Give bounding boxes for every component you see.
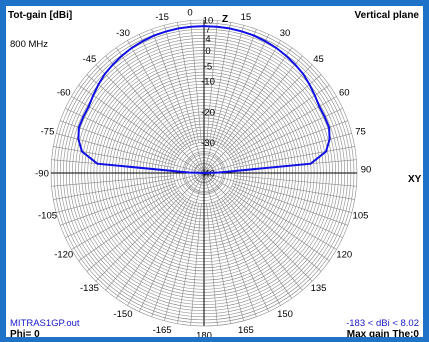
angle-tick-label: -120 xyxy=(54,250,73,261)
max-gain-label: Max gain The:0 xyxy=(347,329,420,337)
radial-tick-label: 0 xyxy=(205,46,210,57)
gain-pattern-point xyxy=(325,150,327,153)
gain-pattern-point xyxy=(294,63,296,66)
gain-pattern-point xyxy=(78,126,80,129)
gain-pattern-point xyxy=(264,40,267,43)
angle-tick-label: 60 xyxy=(339,88,350,99)
gain-pattern-point xyxy=(328,126,330,129)
angle-tick-label: 30 xyxy=(280,28,291,39)
angle-tick-label: -15 xyxy=(155,12,169,23)
gain-pattern-point xyxy=(177,27,180,30)
gain-pattern-point xyxy=(96,162,99,165)
gain-pattern-point xyxy=(81,150,83,153)
angle-tick-label: -105 xyxy=(38,210,57,221)
angle-tick-label: -45 xyxy=(83,54,97,65)
angle-tick-label: 45 xyxy=(313,54,324,65)
gain-pattern-point xyxy=(112,63,114,66)
gain-pattern-point xyxy=(121,54,123,57)
angle-tick-label: -90 xyxy=(35,169,49,180)
gain-pattern-point xyxy=(302,73,304,75)
gain-pattern-point xyxy=(313,94,316,97)
gain-pattern-point xyxy=(203,172,205,174)
filename-label: MITRAS1GP.out xyxy=(10,318,80,329)
angle-tick-label: -60 xyxy=(57,88,71,99)
gain-pattern-point xyxy=(218,171,221,174)
angle-tick-label: 180 xyxy=(196,331,212,338)
polar-grid xyxy=(50,19,358,327)
gain-pattern-point xyxy=(187,171,190,174)
radial-tick-label: 10 xyxy=(203,16,214,27)
angle-tick-label: 105 xyxy=(353,210,369,221)
horizon-axis-label: XY xyxy=(408,174,422,185)
radial-tick-label: 7 xyxy=(205,25,210,36)
gain-pattern-point xyxy=(241,30,243,33)
gain-pattern-point xyxy=(318,105,321,108)
gain-pattern-point xyxy=(216,25,218,28)
gain-pattern-point xyxy=(165,30,167,33)
angle-tick-label: 75 xyxy=(355,127,366,138)
gain-pattern-point xyxy=(190,25,192,28)
chart-title: Tot-gain [dBi] xyxy=(8,10,72,21)
gain-pattern-point xyxy=(275,47,278,49)
gain-pattern-point xyxy=(92,94,95,97)
polar-plot-area: 0 15 30 45 60 75 90 105 120 135 150 165 180 -165 -150-… xyxy=(6,6,423,337)
gain-pattern-point xyxy=(141,40,144,43)
gain-pattern-point xyxy=(82,115,85,118)
gain-pattern-point xyxy=(228,27,231,30)
polar-chart: 0 153045607590105120135150165180-165-150-… xyxy=(8,8,422,338)
gain-pattern-point xyxy=(309,162,312,165)
gain-pattern-point xyxy=(104,73,106,75)
angle-tick-label: -135 xyxy=(80,283,99,294)
gain-pattern-point xyxy=(130,47,133,49)
gain-pattern-point xyxy=(97,83,100,86)
angle-tick-label: -150 xyxy=(113,309,132,320)
gain-pattern-point xyxy=(253,34,255,37)
angle-tick-labels: 0 153045607590105120135150165180-165-150-… xyxy=(35,8,371,338)
angle-tick-label: 90 xyxy=(361,165,372,176)
gain-pattern-point xyxy=(308,83,311,86)
gain-pattern-point xyxy=(153,34,155,37)
zenith-axis-label: Z xyxy=(222,14,228,25)
angle-tick-label: 135 xyxy=(311,283,327,294)
gain-pattern-point xyxy=(87,105,90,108)
gain-pattern-point xyxy=(77,138,80,141)
gain-pattern-point xyxy=(285,54,287,57)
radial-tick-label: -20 xyxy=(201,107,215,118)
radial-tick-label: -10 xyxy=(201,77,215,88)
pattern-series xyxy=(77,25,331,174)
frequency-label: 800 MHz xyxy=(10,39,48,50)
gain-range-label: -183 < dBi < 8.02 xyxy=(346,318,419,329)
radial-tick-label: -40 xyxy=(201,169,215,180)
angle-tick-label: 15 xyxy=(241,12,252,23)
angle-tick-label: 120 xyxy=(336,250,352,261)
radial-tick-label: 4 xyxy=(205,34,210,45)
radial-tick-label: -5 xyxy=(204,61,212,72)
gain-pattern-point xyxy=(323,115,326,118)
angle-tick-label: 165 xyxy=(238,325,254,336)
angle-tick-label: 150 xyxy=(277,309,293,320)
radial-tick-label: -30 xyxy=(201,138,215,149)
gain-pattern-point xyxy=(203,25,205,27)
angle-tick-label: -75 xyxy=(41,127,55,138)
angle-tick-label: -30 xyxy=(116,28,130,39)
phi-label: Phi= 0 xyxy=(10,329,40,337)
angle-tick-label: -165 xyxy=(153,325,172,336)
plane-label: Vertical plane xyxy=(355,10,420,21)
angle-tick-label: 0 xyxy=(187,8,192,19)
gain-pattern-point xyxy=(328,138,331,141)
